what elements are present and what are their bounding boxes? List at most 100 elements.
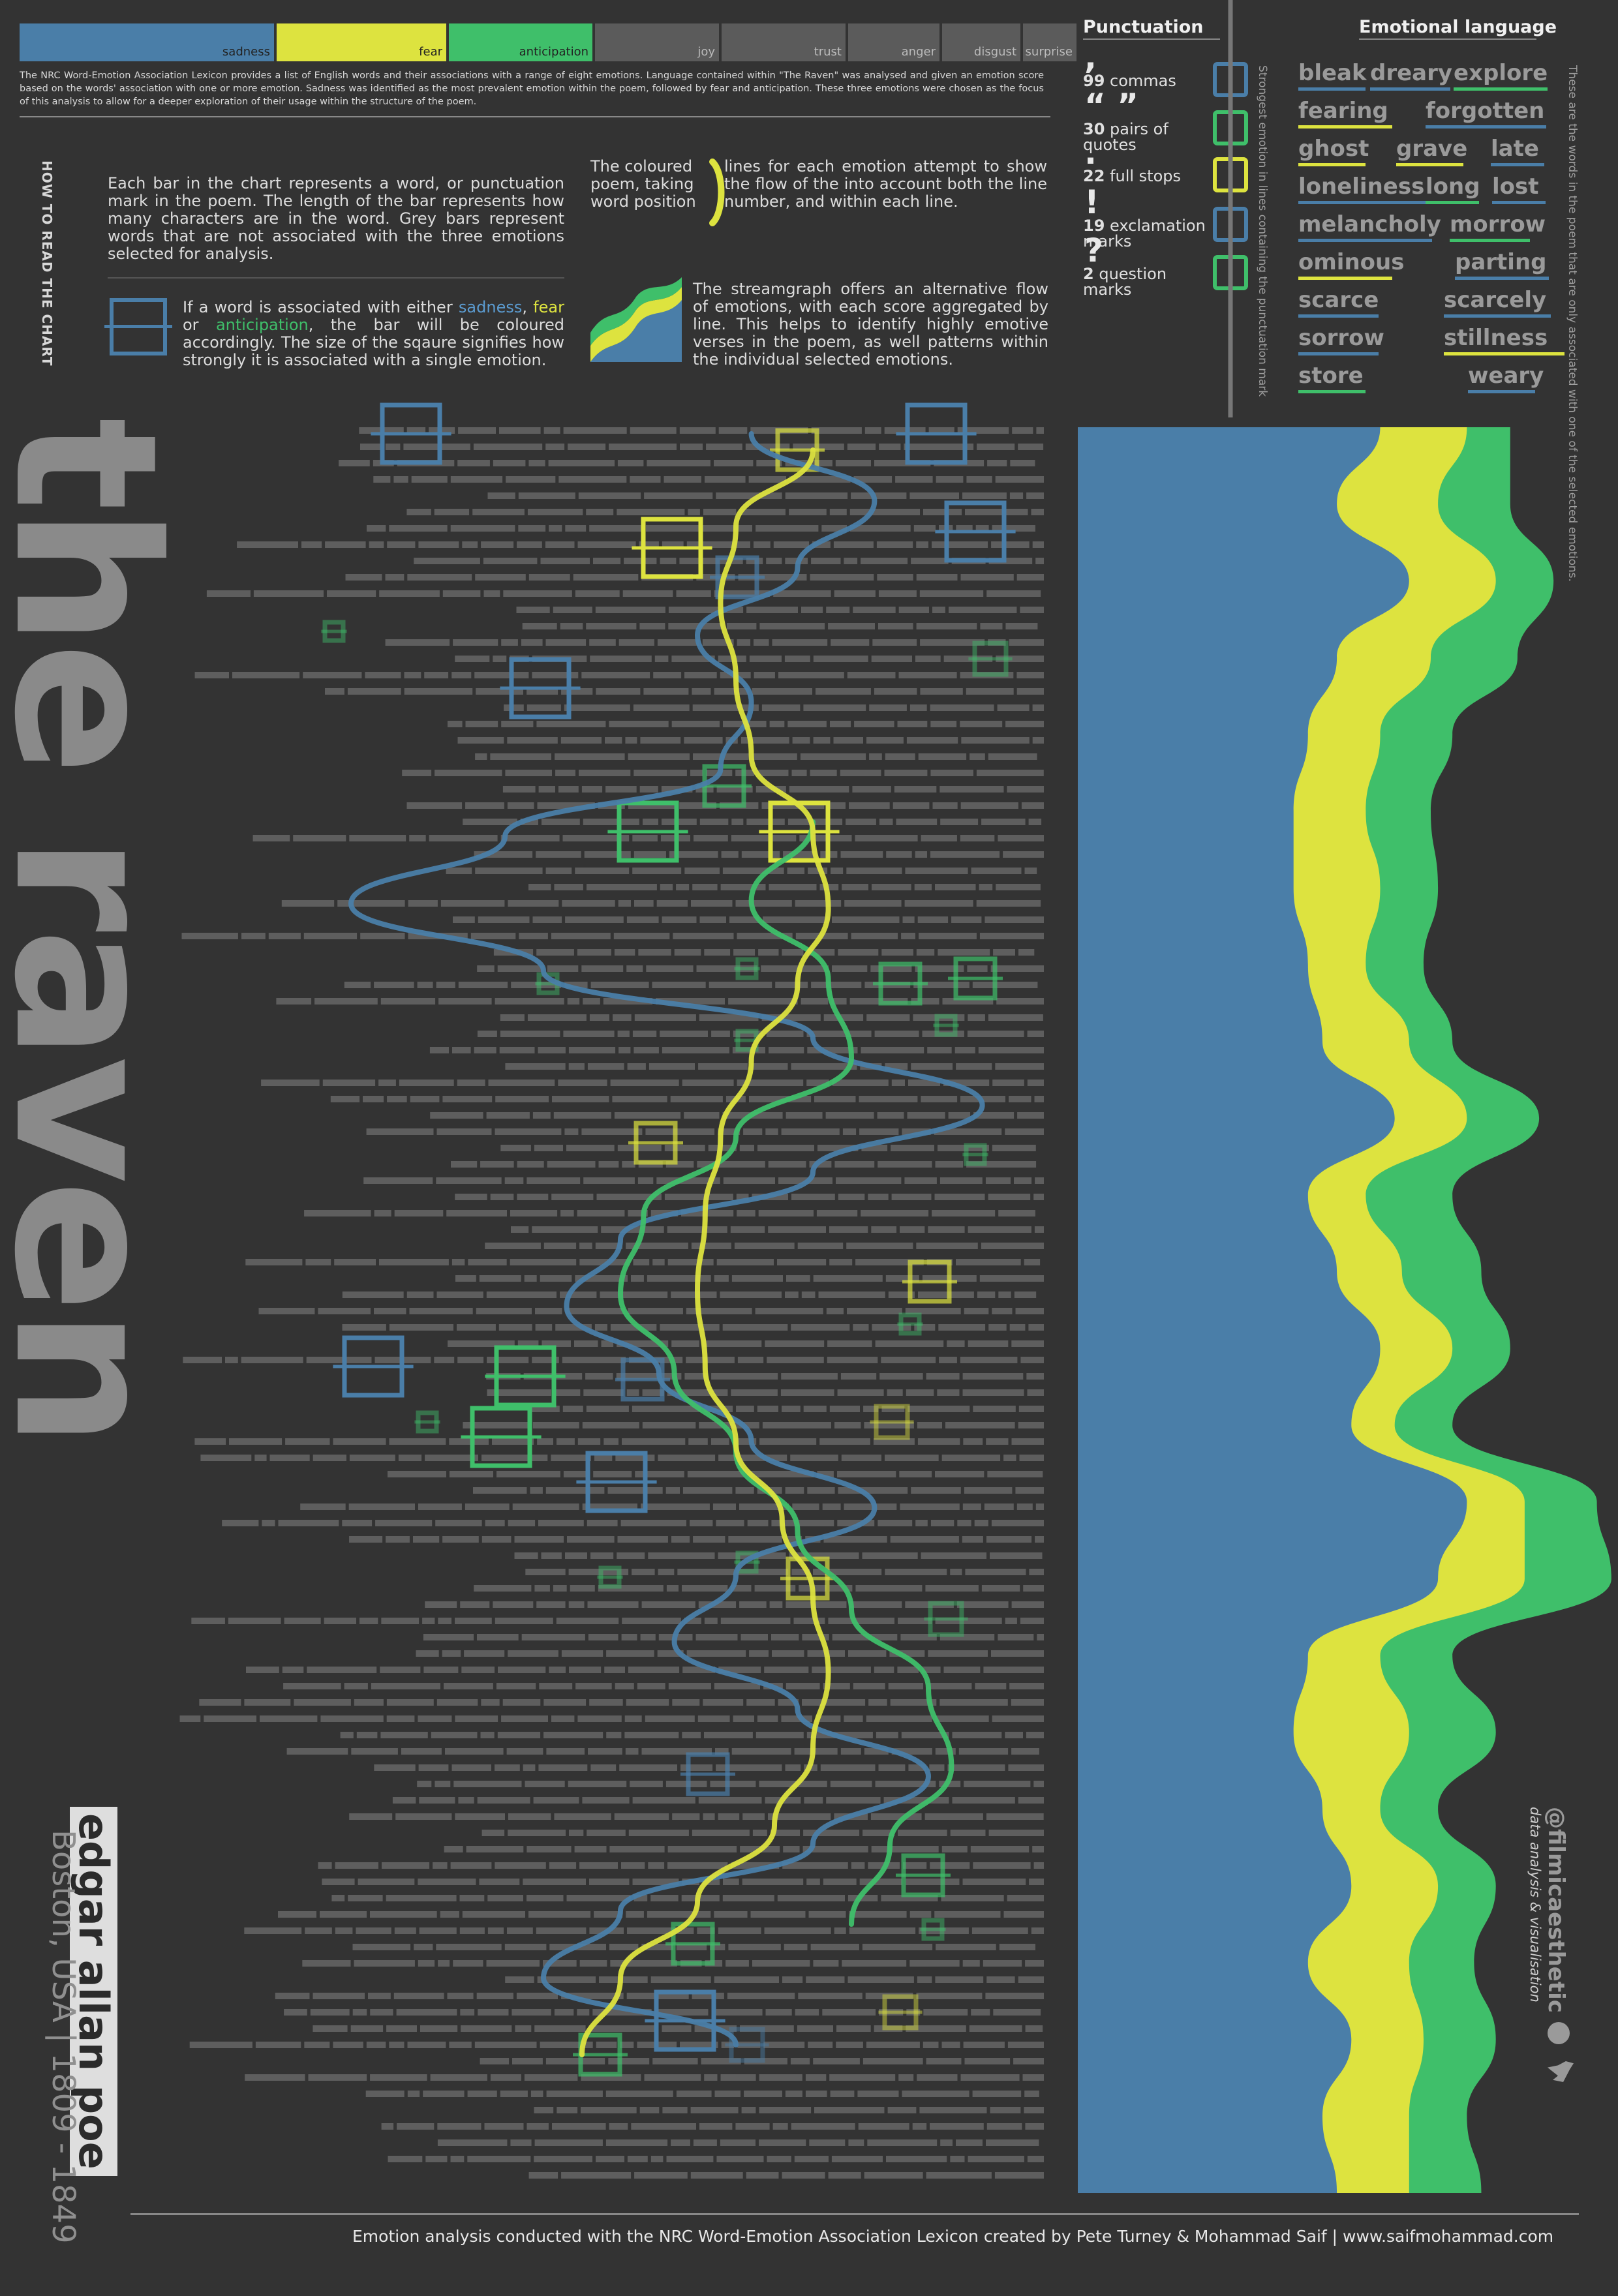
word-bar [864,1748,889,1755]
word-bar [829,1585,853,1592]
word-bar [863,1406,879,1412]
squares-or: or [183,316,216,334]
word-bar [784,1944,808,1950]
emotional-word-underline [1426,201,1479,204]
word-bar [960,672,1014,678]
word-bar [967,1031,1024,1037]
word-bar [551,933,611,939]
word-bar [732,1047,765,1053]
word-bar [920,639,985,646]
word-bar [939,1177,983,1184]
punctuation-item: 2 question marks [1083,265,1167,299]
word-bar [737,1210,756,1216]
word-bar [598,1585,664,1592]
word-bar [518,492,575,499]
word-bar [680,1764,713,1771]
word-bar [828,623,875,629]
word-bar [474,2042,537,2048]
word-bar [681,1895,720,1901]
word-bar [648,1552,715,1559]
legend-anger: anger [848,23,939,61]
word-bar [728,998,798,1004]
word-bar [368,1993,391,1999]
word-bar [963,2042,1005,2048]
word-bar [647,1911,711,1918]
word-bar [406,802,463,809]
word-bar [320,1911,367,1918]
word-bar [735,900,792,907]
word-bar [363,1177,433,1184]
word-bar [813,1569,882,1575]
word-bar [916,949,935,956]
word-bar [442,1650,461,1657]
word-bar [618,900,631,907]
word-bar [493,1601,534,1608]
emotional-word-underline [1444,314,1551,318]
word-bar [318,1862,332,1869]
word-bar [472,509,525,515]
word-bar [913,1014,965,1021]
word-bar [505,1063,566,1070]
emotional-word-underline [1491,163,1544,166]
word-bar [587,1520,618,1526]
word-bar [908,1406,970,1412]
word-bar [901,933,915,939]
word-bar [569,1830,584,1836]
word-bar [554,884,583,890]
word-bar [975,1683,1007,1689]
word-bar [634,900,654,907]
word-bar [900,1634,937,1640]
word-bar [949,607,1017,613]
word-bar [1024,1259,1041,1265]
word-bar [653,672,682,678]
word-bar [523,1764,536,1771]
word-bar [453,639,498,646]
word-bar [710,1944,725,1950]
word-bar [543,1699,587,1706]
word-bar [1007,1895,1044,1901]
word-bar [817,1145,859,1151]
word-bar [988,1014,1043,1021]
word-bar [487,492,515,499]
word-bar [890,1699,937,1706]
word-bar [381,1618,420,1624]
word-bar [558,476,627,483]
word-bar [467,2156,531,2162]
word-bar [784,656,810,662]
word-bar [778,672,844,678]
word-bar [348,1895,383,1901]
word-bar [577,2009,590,2016]
punctuation-glyph: , [1084,38,1097,76]
word-bar [722,1895,774,1901]
word-bar [881,949,913,956]
word-bar [786,1112,823,1119]
word-bar [507,802,534,809]
word-bar [436,982,455,988]
word-bar [662,916,697,923]
word-bar [333,2042,363,2048]
punctuation-item: 30 pairs of quotes [1083,120,1168,154]
word-bar [735,2123,770,2130]
word-bar [335,1927,353,1934]
word-bar [832,1080,889,1086]
word-bar [596,2156,624,2162]
word-bar [237,541,298,548]
word-bar [404,672,421,678]
word-bar [490,753,551,760]
word-bar [444,1683,493,1689]
word-bar [720,2074,756,2081]
word-bar [555,753,625,760]
word-bar [649,1063,695,1070]
word-bar [386,1715,415,1722]
github-icon[interactable] [1548,2022,1570,2044]
word-bar [568,1063,585,1070]
word-bar [1026,492,1044,499]
word-bar [739,1601,767,1608]
word-bar [486,1292,557,1298]
word-bar [241,1357,303,1363]
word-bar [844,900,902,907]
word-bar [726,623,757,629]
word-bar [956,1259,1021,1265]
word-bar [304,2042,330,2048]
word-bar [922,1031,964,1037]
